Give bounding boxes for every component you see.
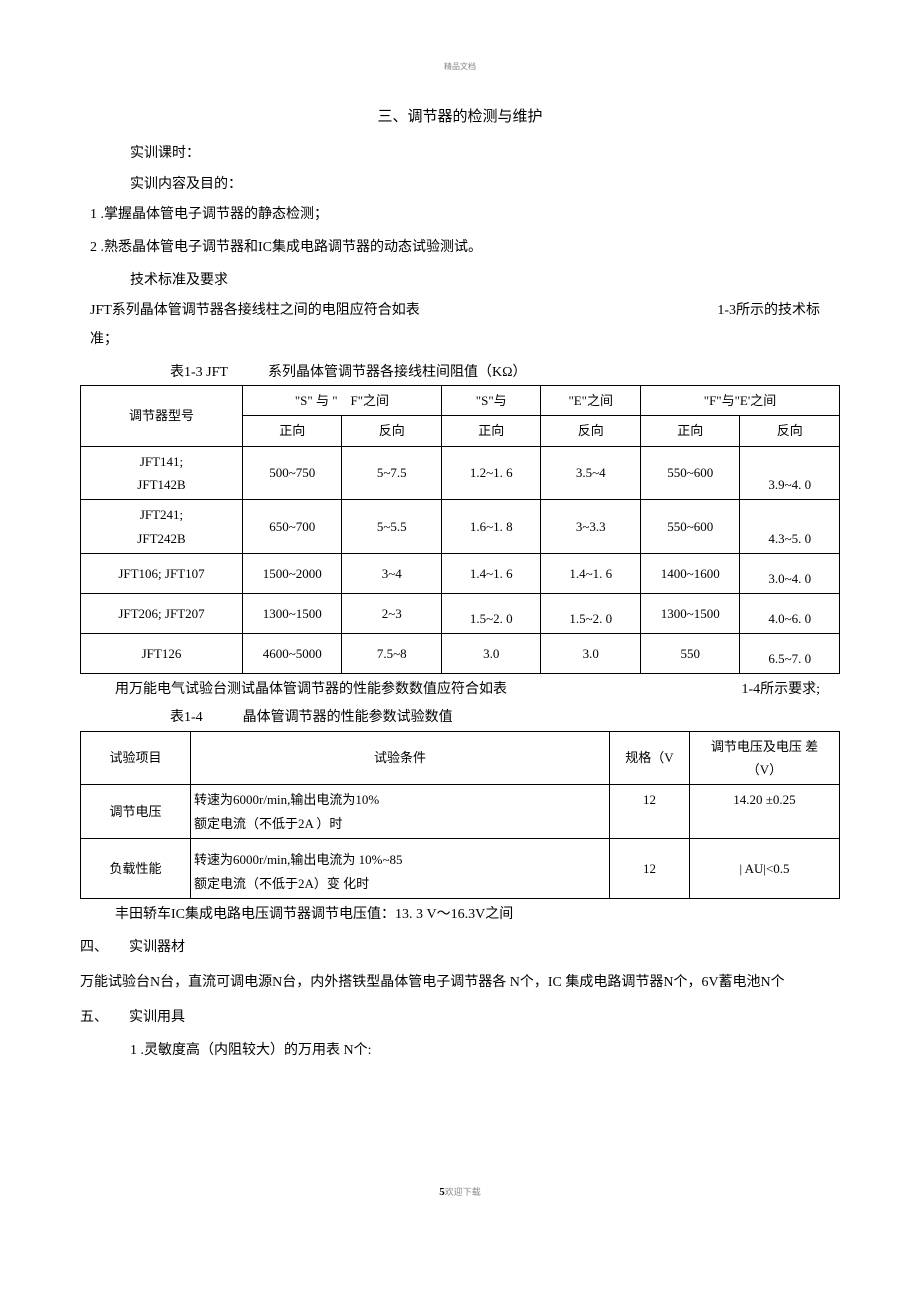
table1-caption-a: 表1-3 JFT [170,365,228,380]
cell: 2~3 [342,594,442,634]
table1-row-3: JFT206; JFT207 1300~1500 2~3 1.5~2. 0 1.… [81,594,840,634]
cell-cond-1: 转速为6000r/min,输出电流为 10%~85额定电流（不低于2A）变 化时 [191,839,610,899]
th-fwd-1: 正向 [242,416,342,446]
th-rev-3: 反向 [740,416,840,446]
cell-model-2: JFT106; JFT107 [81,554,243,594]
th-fwd-2: 正向 [441,416,541,446]
cell: 3~4 [342,554,442,594]
th-se-b: "E"之间 [541,385,641,415]
cell: 1.2~1. 6 [441,446,541,500]
section-4-body: 万能试验台N台，直流可调电源N台，内外搭铁型晶体管电子调节器各 N个，IC 集成… [80,969,840,997]
cell: 5~5.5 [342,500,442,554]
cell: 4.3~5. 0 [740,500,840,554]
mid-left: 用万能电气试验台测试晶体管调节器的性能参数数值应符合如表 [90,677,507,702]
section-5-item-1: 1 .灵敏度高（内阻较大）的万用表 N个: [80,1038,840,1063]
intro-right: 1-3所示的技术标 [717,298,840,323]
cell: 1300~1500 [640,594,740,634]
table2-row-1: 负载性能 转速为6000r/min,输出电流为 10%~85额定电流（不低于2A… [81,839,840,899]
line-tech-standard: 技术标准及要求 [80,268,840,293]
intro-line-1: JFT系列晶体管调节器各接线柱之间的电阻应符合如表 1-3所示的技术标 [80,298,840,323]
cell-model-3: JFT206; JFT207 [81,594,243,634]
cell: 500~750 [242,446,342,500]
cell-val-1: | AU|<0.5 [690,839,840,899]
cell: 1.4~1. 6 [441,554,541,594]
table1-caption: 表1-3 JFT 系列晶体管调节器各接线柱间阻值（KΩ） [80,360,840,385]
cell-cond-0: 转速为6000r/min,输出电流为10%额定电流（不低于2A ）时 [191,785,610,839]
line-item-1: 1 .掌握晶体管电子调节器的静态检测； [80,202,840,227]
cell: 550 [640,634,740,674]
table2-caption-b: 晶体管调节器的性能参数试验数值 [243,710,453,725]
cell: 4600~5000 [242,634,342,674]
th-item: 试验项目 [81,731,191,785]
cell-spec-1: 12 [610,839,690,899]
section-4-title: 四、 实训器材 [80,935,840,960]
cell: 5~7.5 [342,446,442,500]
cell: 1.4~1. 6 [541,554,641,594]
cell: 1500~2000 [242,554,342,594]
intro-line-2: 准； [80,327,840,352]
watermark-top: 精品文档 [80,60,840,74]
cell: 3~3.3 [541,500,641,554]
table2-caption: 表1-4 晶体管调节器的性能参数试验数值 [80,705,840,730]
table1-row-1: JFT241;JFT242B 650~700 5~5.5 1.6~1. 8 3~… [81,500,840,554]
cell: 1400~1600 [640,554,740,594]
th-rev-1: 反向 [342,416,442,446]
table2-row-0: 调节电压 转速为6000r/min,输出电流为10%额定电流（不低于2A ）时 … [81,785,840,839]
cell: 3.9~4. 0 [740,446,840,500]
cell-model-4: JFT126 [81,634,243,674]
table1-row-0: JFT141;JFT142B 500~750 5~7.5 1.2~1. 6 3.… [81,446,840,500]
cell: 1.5~2. 0 [541,594,641,634]
cell: 3.0 [441,634,541,674]
table-1-3: 调节器型号 "S" 与 " F"之间 "S"与 "E"之间 "F"与"E'之间 … [80,385,840,674]
th-model: 调节器型号 [81,385,243,446]
section-5-title: 五、 实训用具 [80,1005,840,1030]
table1-caption-b: 系列晶体管调节器各接线柱间阻值（KΩ） [268,365,527,380]
cell-item-1: 负载性能 [81,839,191,899]
cell: 1300~1500 [242,594,342,634]
th-se-a: "S"与 [441,385,541,415]
th-rev-2: 反向 [541,416,641,446]
cell-model-1: JFT241;JFT242B [81,500,243,554]
table-1-4: 试验项目 试验条件 规格（V 调节电压及电压 差（V） 调节电压 转速为6000… [80,731,840,900]
cell: 650~700 [242,500,342,554]
cell: 7.5~8 [342,634,442,674]
cell: 3.0 [541,634,641,674]
line-training-content: 实训内容及目的： [80,172,840,197]
footer-text: 欢迎下载 [445,1187,481,1197]
cell-item-0: 调节电压 [81,785,191,839]
cell-spec-0: 12 [610,785,690,839]
page-footer: 5欢迎下载 [80,1183,840,1203]
th-cond: 试验条件 [191,731,610,785]
table2-header: 试验项目 试验条件 规格（V 调节电压及电压 差（V） [81,731,840,785]
line-item-2: 2 .熟悉晶体管电子调节器和IC集成电路调节器的动态试验测试。 [80,235,840,260]
th-spec: 规格（V [610,731,690,785]
cell-model-0: JFT141;JFT142B [81,446,243,500]
table1-row-2: JFT106; JFT107 1500~2000 3~4 1.4~1. 6 1.… [81,554,840,594]
cell-val-0: 14.20 ±0.25 [690,785,840,839]
th-sf: "S" 与 " F"之间 [242,385,441,415]
th-val: 调节电压及电压 差（V） [690,731,840,785]
th-fe: "F"与"E'之间 [640,385,839,415]
cell: 3.0~4. 0 [740,554,840,594]
cell: 6.5~7. 0 [740,634,840,674]
page-title: 三、调节器的检测与维护 [80,104,840,131]
table1-row-4: JFT126 4600~5000 7.5~8 3.0 3.0 550 6.5~7… [81,634,840,674]
cell: 1.5~2. 0 [441,594,541,634]
intro-left: JFT系列晶体管调节器各接线柱之间的电阻应符合如表 [90,298,420,323]
cell: 1.6~1. 8 [441,500,541,554]
table1-header-row1: 调节器型号 "S" 与 " F"之间 "S"与 "E"之间 "F"与"E'之间 [81,385,840,415]
th-fwd-3: 正向 [640,416,740,446]
cell: 3.5~4 [541,446,641,500]
table2-caption-a: 表1-4 [170,710,203,725]
after-table2-text: 丰田轿车IC集成电路电压调节器调节电压值：13. 3 V～16.3V之间 [80,902,840,927]
cell: 4.0~6. 0 [740,594,840,634]
cell: 550~600 [640,500,740,554]
line-training-hours: 实训课时： [80,141,840,166]
cell: 550~600 [640,446,740,500]
mid-right: 1-4所示要求; [741,677,840,702]
mid-line: 用万能电气试验台测试晶体管调节器的性能参数数值应符合如表 1-4所示要求; [80,677,840,702]
